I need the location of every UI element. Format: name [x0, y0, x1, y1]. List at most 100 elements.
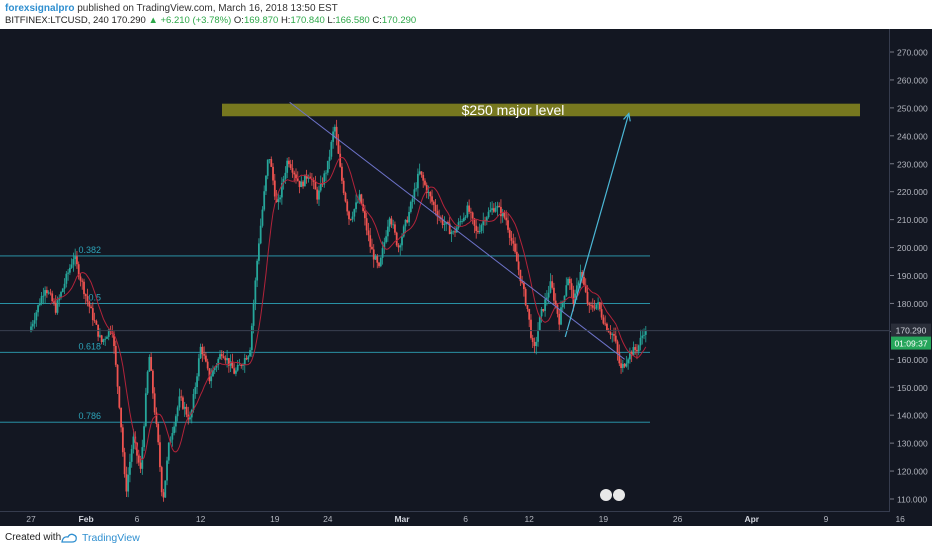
candle-body	[466, 205, 469, 217]
price-tick-label: 200.000	[897, 243, 928, 253]
candle-body	[233, 368, 236, 374]
candle-body	[583, 276, 585, 285]
candle-body	[86, 296, 89, 302]
candle-body	[231, 361, 234, 369]
candle-body	[72, 259, 75, 265]
time-tick-label: 27	[26, 514, 36, 524]
candle-body	[132, 436, 135, 449]
price-tick-label: 250.000	[897, 103, 928, 113]
candle-body	[567, 278, 569, 286]
chart-area[interactable]: 0.382 0.5 0.618 0.786 $250 major level 110.…	[0, 29, 932, 526]
tradingview-brand[interactable]: TradingView	[82, 532, 140, 544]
candle-body	[501, 212, 504, 217]
candle-body	[629, 351, 631, 360]
candle-body	[68, 267, 71, 273]
time-scale[interactable]: 27 Feb 6 12 19 24 Mar 6 12 19 26 Apr 9 16	[26, 514, 905, 524]
events-flag[interactable]	[600, 489, 625, 501]
candle-body	[637, 345, 640, 352]
candle-body	[579, 272, 582, 283]
candle-body	[514, 243, 516, 252]
candle-body	[634, 347, 637, 350]
up-arrow-icon: ▲	[148, 15, 158, 26]
candle-body	[519, 269, 522, 282]
price-scale-bg	[890, 29, 932, 526]
price-tick-label: 130.000	[897, 439, 928, 449]
candle-body	[93, 320, 96, 321]
current-price-badge-text: 170.290	[896, 326, 927, 336]
candle-body	[81, 280, 84, 282]
level-band[interactable]: $250 major level	[222, 102, 860, 118]
candle-body	[627, 359, 630, 364]
price-scale[interactable]: 110.000 120.000 130.000 140.000 150.000 160.0…	[890, 48, 928, 505]
candle-body	[150, 356, 153, 371]
candle-body	[408, 211, 410, 223]
candle-body	[261, 209, 264, 226]
candle-body	[394, 224, 396, 233]
candle-body	[339, 153, 342, 167]
candle-body	[259, 225, 262, 244]
candle-body	[206, 361, 209, 369]
time-tick-label: 6	[463, 514, 468, 524]
candle-body	[217, 358, 220, 366]
candle-body	[461, 220, 463, 222]
candle-body	[528, 308, 531, 320]
close-value: 170.290	[381, 15, 417, 26]
fibonacci-levels[interactable]: 0.382 0.5 0.618 0.786	[0, 245, 650, 423]
candle-body	[318, 190, 320, 200]
event-flag-icon[interactable]	[600, 489, 612, 501]
candle-body	[63, 283, 66, 289]
candle-body	[598, 302, 601, 310]
major-level-band[interactable]	[222, 103, 860, 117]
trend-line[interactable]	[289, 101, 625, 360]
candle-body	[429, 192, 432, 197]
fib-level-label: 0.5	[88, 292, 101, 302]
candle-body	[61, 288, 64, 293]
time-tick-label: Mar	[394, 514, 410, 524]
candle-body	[367, 230, 370, 236]
arrow-shaft	[564, 113, 630, 338]
candle-body	[91, 308, 94, 321]
arrow-head-icon	[623, 112, 631, 122]
candle-body	[342, 180, 345, 193]
candle-body	[386, 226, 389, 237]
price-chart[interactable]: 0.382 0.5 0.618 0.786 $250 major level 110.…	[0, 29, 932, 526]
time-tick-label: 16	[895, 514, 905, 524]
candle-body	[404, 219, 407, 227]
author-link[interactable]: forexsignalpro	[5, 3, 75, 14]
candle-body	[415, 188, 418, 190]
candle-body	[542, 309, 545, 311]
candle-body	[31, 323, 34, 327]
candle-body	[293, 172, 296, 175]
price-tick-label: 260.000	[897, 75, 928, 85]
candle-body	[284, 172, 287, 180]
candle-body	[607, 330, 610, 333]
price-tick-label: 270.000	[897, 48, 928, 58]
event-count-icon[interactable]	[613, 489, 625, 501]
candles	[30, 119, 647, 502]
time-tick-label: 9	[824, 514, 829, 524]
time-tick-label: 19	[599, 514, 609, 524]
candle-body	[503, 212, 506, 218]
candle-body	[65, 273, 68, 284]
candle-body	[326, 160, 329, 173]
candle-body	[381, 248, 384, 258]
candle-body	[374, 256, 377, 260]
candle-body	[537, 330, 539, 342]
candle-body	[365, 218, 368, 231]
major-level-label: $250 major level	[462, 102, 565, 118]
candle-body	[120, 407, 122, 428]
candle-body	[468, 205, 471, 212]
candle-body	[388, 218, 391, 227]
candle-body	[434, 204, 437, 212]
candle-body	[568, 278, 571, 284]
candle-body	[376, 256, 379, 263]
candle-body	[545, 297, 548, 300]
candle-body	[510, 237, 513, 241]
projection-arrow[interactable]	[564, 112, 631, 338]
candle-body	[252, 303, 255, 326]
candle-body	[60, 292, 62, 298]
candle-body	[219, 354, 221, 359]
candle-body	[505, 217, 508, 221]
candle-body	[279, 197, 281, 200]
candle-body	[40, 296, 43, 304]
